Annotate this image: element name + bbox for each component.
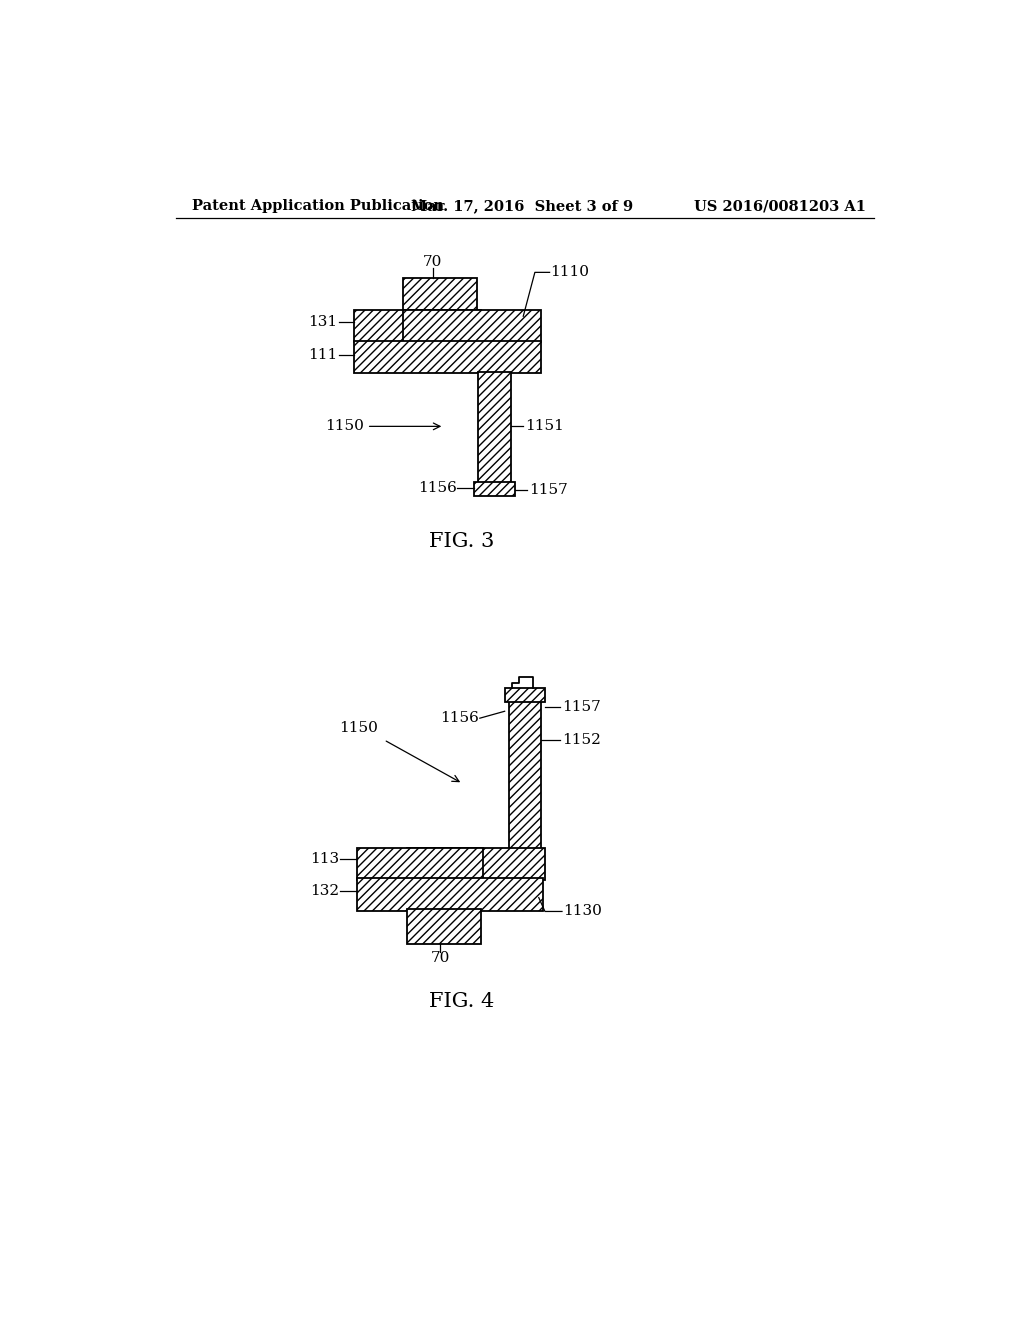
Text: 1156: 1156 xyxy=(440,711,479,725)
Text: 1150: 1150 xyxy=(339,721,378,735)
Bar xyxy=(354,341,541,374)
Text: 1110: 1110 xyxy=(550,265,590,280)
Text: Patent Application Publication: Patent Application Publication xyxy=(191,199,443,213)
Bar xyxy=(403,310,541,342)
Text: 1157: 1157 xyxy=(528,483,567,496)
Text: 1156: 1156 xyxy=(418,480,457,495)
Bar xyxy=(478,372,511,488)
Bar xyxy=(505,688,545,702)
Text: 1151: 1151 xyxy=(524,420,563,433)
Text: US 2016/0081203 A1: US 2016/0081203 A1 xyxy=(693,199,865,213)
Bar xyxy=(403,277,477,313)
Text: 1157: 1157 xyxy=(562,700,601,714)
Bar xyxy=(407,847,545,880)
Text: 1152: 1152 xyxy=(562,733,601,747)
Bar xyxy=(354,310,480,342)
Text: 113: 113 xyxy=(309,853,339,866)
Text: 132: 132 xyxy=(309,884,339,899)
Bar xyxy=(356,878,544,911)
Bar xyxy=(474,482,515,496)
Text: 131: 131 xyxy=(308,315,337,330)
Bar xyxy=(509,696,541,855)
Text: 1130: 1130 xyxy=(563,904,602,919)
Text: 1150: 1150 xyxy=(326,420,365,433)
Text: Mar. 17, 2016  Sheet 3 of 9: Mar. 17, 2016 Sheet 3 of 9 xyxy=(411,199,633,213)
Text: 111: 111 xyxy=(308,347,337,362)
Bar xyxy=(407,909,480,944)
Text: FIG. 3: FIG. 3 xyxy=(429,532,494,552)
Text: FIG. 4: FIG. 4 xyxy=(429,993,494,1011)
Bar xyxy=(356,847,483,880)
Text: 70: 70 xyxy=(423,255,442,268)
Text: 70: 70 xyxy=(431,950,450,965)
